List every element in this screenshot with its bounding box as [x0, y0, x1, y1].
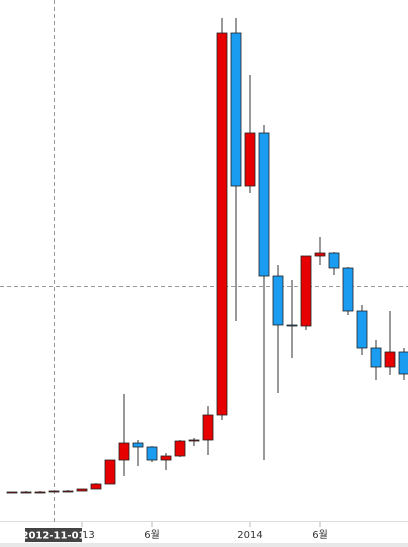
- candle-up: [90, 483, 102, 490]
- candle-up: [48, 490, 60, 493]
- crosshair-label-box: [25, 528, 82, 542]
- x-tick-label: 6월: [312, 529, 328, 541]
- candle-up: [174, 440, 186, 457]
- candle-down: [286, 324, 298, 327]
- candle-down: [146, 446, 158, 461]
- candle-down: [230, 32, 242, 187]
- candle-up: [6, 491, 18, 494]
- x-tick-label: 6월: [144, 529, 160, 541]
- candle-up: [118, 442, 130, 461]
- candle-up: [244, 132, 256, 187]
- candle-up: [76, 488, 88, 492]
- crosshair-label: 2012-11-01: [22, 531, 86, 542]
- candle-up: [384, 351, 396, 368]
- candle-up: [216, 32, 228, 416]
- candle-up: [202, 414, 214, 441]
- candle-down: [328, 252, 340, 269]
- candle-down: [342, 267, 354, 312]
- candle-up: [104, 459, 116, 485]
- candle-down: [258, 132, 270, 277]
- candle-down: [356, 310, 368, 349]
- candle-down: [398, 351, 408, 375]
- candle-up: [20, 491, 32, 494]
- x-tick-label: 2014: [237, 530, 262, 541]
- candle-up: [160, 455, 172, 461]
- candle-up: [34, 491, 46, 494]
- candle-down: [132, 442, 144, 448]
- candle-up: [300, 255, 312, 327]
- plot-area: [6, 18, 408, 494]
- candle-down: [370, 347, 382, 368]
- candle-down: [272, 275, 284, 326]
- candle-up: [314, 252, 326, 257]
- candle-up: [188, 439, 200, 442]
- scroll-strip: [0, 543, 408, 547]
- candle-up: [62, 490, 74, 493]
